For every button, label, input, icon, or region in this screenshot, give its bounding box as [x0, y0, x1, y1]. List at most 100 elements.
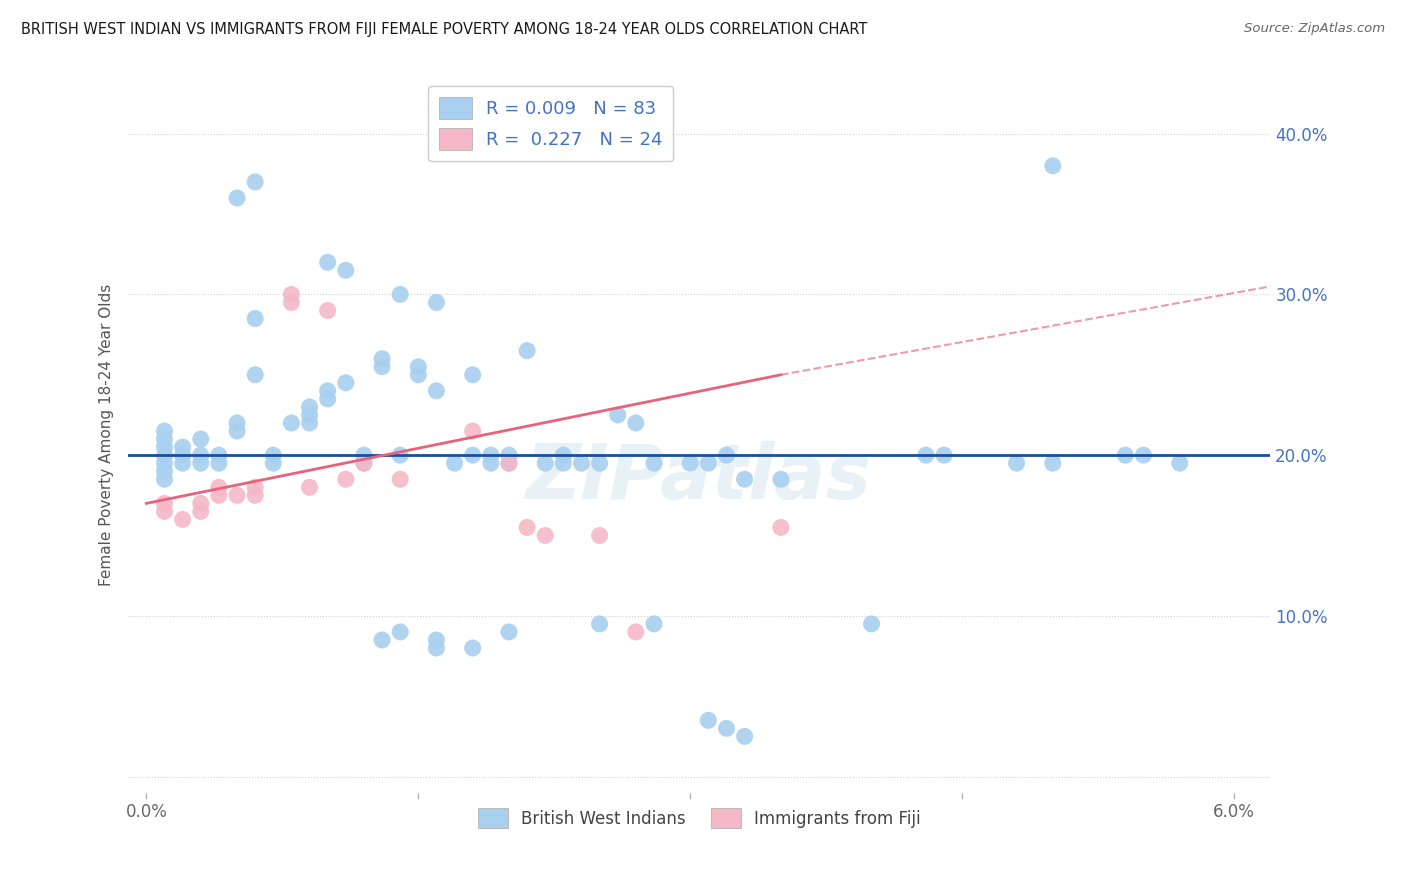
Point [353, 456, 375, 470]
Point [1114, 448, 1136, 462]
Point [534, 456, 557, 470]
Point [425, 640, 447, 655]
Point [643, 456, 665, 470]
Point [335, 472, 357, 486]
Text: BRITISH WEST INDIAN VS IMMIGRANTS FROM FIJI FEMALE POVERTY AMONG 18-24 YEAR OLDS: BRITISH WEST INDIAN VS IMMIGRANTS FROM F… [21, 22, 868, 37]
Point [1168, 456, 1191, 470]
Point [1042, 159, 1064, 173]
Point [516, 343, 538, 358]
Point [226, 488, 249, 502]
Point [389, 624, 412, 639]
Point [371, 351, 394, 366]
Point [316, 303, 339, 318]
Point [298, 408, 321, 422]
Point [425, 295, 447, 310]
Point [389, 448, 412, 462]
Point [769, 472, 792, 486]
Point [153, 472, 176, 486]
Point [716, 448, 738, 462]
Point [298, 480, 321, 494]
Point [226, 424, 249, 438]
Point [190, 432, 212, 446]
Point [208, 480, 231, 494]
Point [553, 456, 575, 470]
Point [425, 384, 447, 398]
Point [498, 456, 520, 470]
Point [734, 472, 756, 486]
Point [190, 448, 212, 462]
Point [243, 311, 266, 326]
Point [461, 424, 484, 438]
Point [697, 456, 720, 470]
Point [298, 416, 321, 430]
Point [153, 432, 176, 446]
Point [932, 448, 955, 462]
Point [208, 488, 231, 502]
Point [860, 616, 883, 631]
Point [571, 456, 593, 470]
Point [153, 464, 176, 478]
Point [353, 448, 375, 462]
Point [335, 263, 357, 277]
Point [1005, 456, 1028, 470]
Point [534, 528, 557, 542]
Point [516, 520, 538, 534]
Point [172, 512, 194, 526]
Point [316, 384, 339, 398]
Point [371, 359, 394, 374]
Legend: British West Indians, Immigrants from Fiji: British West Indians, Immigrants from Fi… [471, 802, 928, 834]
Point [408, 359, 430, 374]
Point [316, 255, 339, 269]
Point [1042, 456, 1064, 470]
Point [389, 287, 412, 301]
Text: Source: ZipAtlas.com: Source: ZipAtlas.com [1244, 22, 1385, 36]
Point [153, 504, 176, 518]
Point [262, 456, 284, 470]
Point [915, 448, 938, 462]
Point [153, 440, 176, 454]
Point [479, 456, 502, 470]
Point [408, 368, 430, 382]
Point [588, 456, 610, 470]
Point [624, 416, 647, 430]
Point [243, 480, 266, 494]
Point [479, 448, 502, 462]
Point [1132, 448, 1154, 462]
Point [425, 632, 447, 647]
Point [606, 408, 628, 422]
Point [588, 616, 610, 631]
Point [190, 496, 212, 510]
Point [335, 376, 357, 390]
Point [553, 448, 575, 462]
Point [389, 472, 412, 486]
Point [498, 624, 520, 639]
Text: ZIPatlas: ZIPatlas [526, 441, 872, 515]
Point [243, 175, 266, 189]
Point [280, 287, 302, 301]
Point [153, 424, 176, 438]
Point [588, 528, 610, 542]
Point [461, 368, 484, 382]
Point [190, 504, 212, 518]
Point [226, 416, 249, 430]
Point [153, 456, 176, 470]
Point [243, 488, 266, 502]
Point [461, 640, 484, 655]
Point [443, 456, 465, 470]
Point [697, 714, 720, 728]
Point [624, 624, 647, 639]
Point [280, 416, 302, 430]
Point [190, 456, 212, 470]
Point [226, 191, 249, 205]
Point [280, 295, 302, 310]
Point [208, 456, 231, 470]
Y-axis label: Female Poverty Among 18-24 Year Olds: Female Poverty Among 18-24 Year Olds [100, 284, 114, 586]
Point [769, 520, 792, 534]
Point [172, 456, 194, 470]
Point [153, 496, 176, 510]
Point [298, 400, 321, 414]
Point [353, 456, 375, 470]
Point [461, 448, 484, 462]
Point [716, 722, 738, 736]
Point [316, 392, 339, 406]
